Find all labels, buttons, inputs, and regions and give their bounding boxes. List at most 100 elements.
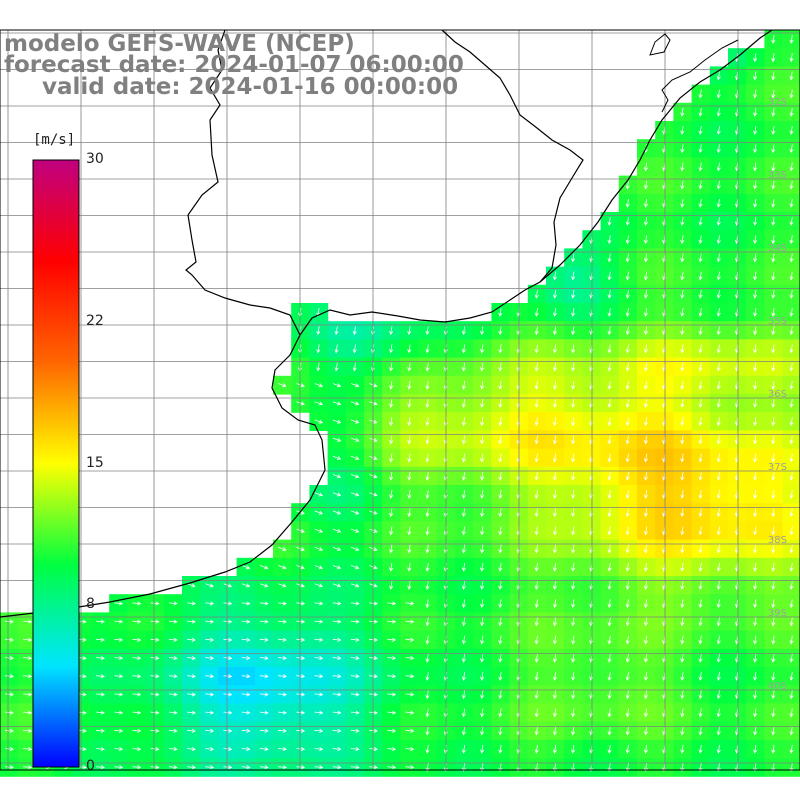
wind-arrow: [753, 180, 758, 190]
wind-arrow: [150, 619, 160, 624]
wind-arrow: [716, 653, 721, 663]
wind-arrow: [461, 599, 466, 609]
wind-arrow: [625, 562, 630, 572]
wind-arrow: [5, 765, 14, 770]
wind-arrow: [534, 471, 539, 481]
wind-arrow: [571, 708, 576, 718]
wind-arrow: [552, 599, 557, 609]
wind-arrow: [498, 490, 503, 499]
wind-arrow: [332, 619, 342, 624]
wind-arrow: [698, 235, 703, 245]
wind-arrow: [571, 635, 576, 645]
wind-arrow: [625, 599, 630, 609]
wind-arrow: [205, 637, 215, 642]
wind-arrow: [552, 271, 557, 281]
wind-arrow: [680, 508, 685, 518]
wind-arrow: [789, 308, 794, 317]
wind-arrow: [480, 726, 485, 736]
wind-arrow: [332, 528, 342, 533]
wind-arrow: [789, 708, 794, 718]
wind-arrow: [789, 653, 794, 663]
wind-arrow: [332, 728, 342, 733]
wind-arrow: [607, 635, 612, 645]
wind-arrow: [716, 581, 721, 590]
valid-date: valid date: 2024-01-16 00:00:00: [42, 74, 459, 100]
wind-arrow: [114, 601, 124, 606]
wind-arrow: [407, 562, 412, 572]
wind-arrow: [680, 708, 685, 718]
wind-arrow: [259, 728, 269, 733]
wind-arrow: [625, 690, 630, 700]
wind-arrow: [753, 562, 758, 572]
wind-arrow: [350, 546, 360, 551]
wind-arrow: [314, 655, 324, 661]
wind-arrow: [498, 435, 503, 445]
wind-arrow: [716, 126, 721, 135]
wind-arrow: [480, 562, 485, 572]
wind-arrow: [461, 562, 466, 572]
wind-arrow: [571, 435, 576, 445]
wind-arrow: [716, 180, 721, 190]
wind-arrow: [405, 619, 415, 624]
wind-arrow: [698, 89, 703, 99]
wind-arrow: [498, 326, 503, 336]
wind-arrow: [789, 617, 794, 627]
wind-arrow: [150, 637, 160, 642]
wind-arrow: [753, 271, 758, 281]
wind-arrow: [205, 601, 215, 606]
wind-arrow: [480, 690, 485, 700]
wind-arrow: [425, 380, 430, 390]
wind-arrow: [259, 565, 269, 570]
wind-arrow: [789, 417, 794, 427]
wind-arrow: [350, 383, 360, 388]
wind-arrow: [789, 235, 794, 245]
wind-arrow: [534, 653, 539, 663]
wind-arrow: [278, 619, 287, 624]
wind-arrow: [643, 635, 648, 645]
colorbar-tick-label: 15: [86, 454, 104, 471]
wind-arrow: [607, 599, 612, 609]
wind-arrow: [389, 490, 394, 499]
wind-arrow: [278, 601, 287, 606]
wind-arrow: [680, 253, 685, 263]
wind-arrow: [334, 362, 339, 372]
colorbar-tick-label: 8: [86, 596, 95, 613]
wind-arrow: [389, 544, 394, 554]
wind-arrow: [241, 674, 251, 679]
latitude-label: 37S: [768, 462, 787, 473]
wind-arrow: [23, 692, 33, 697]
wind-arrow: [698, 198, 703, 208]
wind-arrow: [771, 89, 776, 99]
wind-arrow: [480, 490, 485, 499]
wind-arrow: [643, 508, 648, 518]
wind-arrow: [571, 380, 576, 390]
wind-arrow: [534, 453, 539, 463]
wind-arrow: [350, 728, 360, 733]
wind-arrow: [480, 581, 485, 590]
wind-arrow: [498, 653, 503, 663]
latitude-label: 36S: [768, 389, 787, 400]
wind-arrow: [789, 581, 794, 590]
wind-arrow: [771, 726, 776, 736]
wind-arrow: [571, 453, 576, 463]
wind-arrow: [789, 744, 794, 754]
wind-arrow: [332, 746, 342, 752]
wind-arrow: [571, 526, 576, 536]
wind-arrow: [205, 692, 215, 697]
wind-arrow: [498, 635, 503, 645]
wind-arrow: [389, 453, 394, 463]
wind-arrow: [278, 746, 287, 752]
wind-arrow: [771, 380, 776, 390]
wind-arrow: [552, 399, 557, 408]
wind-arrow: [753, 744, 758, 754]
wind-arrow: [314, 637, 324, 642]
wind-arrow: [698, 126, 703, 135]
wind-arrow: [387, 655, 397, 661]
coastline: [0, 29, 326, 618]
wind-arrow: [771, 508, 776, 518]
wind-arrow: [332, 437, 342, 442]
wind-arrow: [571, 508, 576, 518]
wind-arrow: [771, 599, 776, 609]
wind-arrow: [498, 526, 503, 536]
wind-arrow: [771, 471, 776, 481]
